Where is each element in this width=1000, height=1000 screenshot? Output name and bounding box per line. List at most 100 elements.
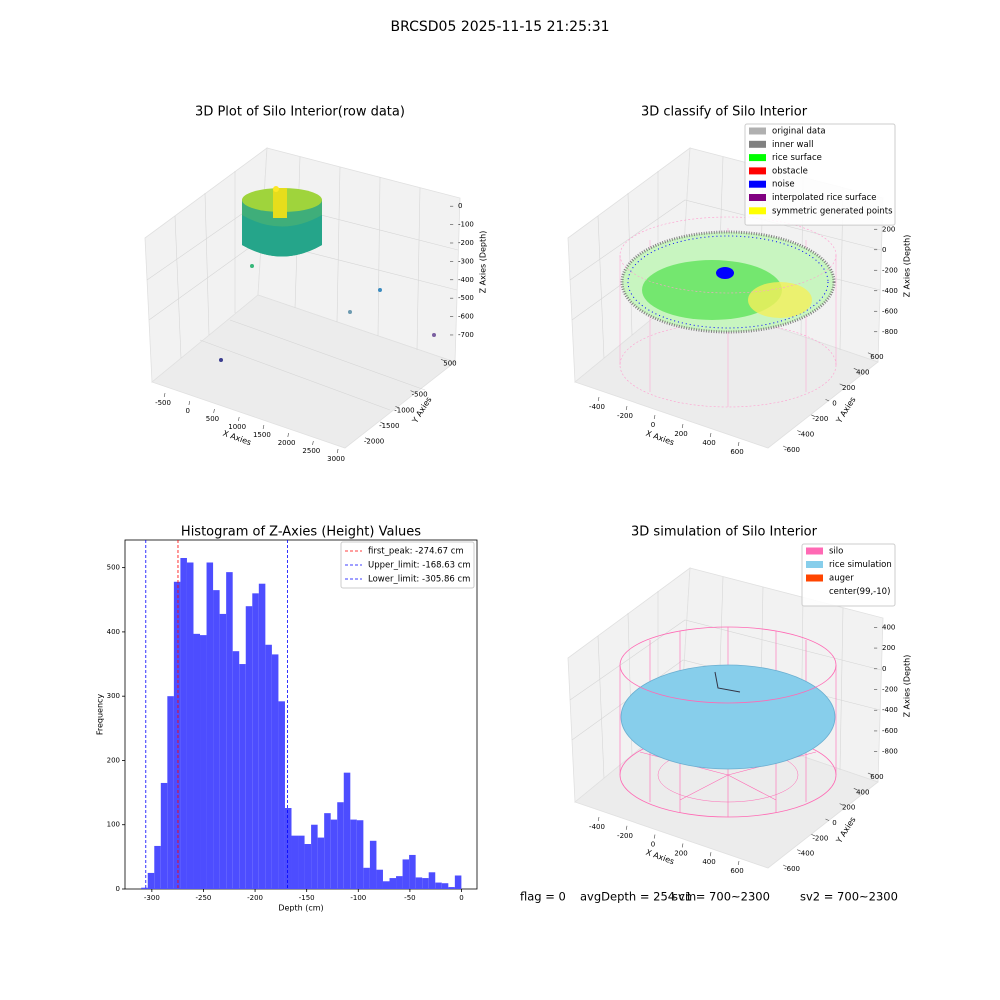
z-tick-label: -400 (458, 276, 474, 284)
tick-mark (597, 396, 600, 402)
legend-label: noise (772, 180, 795, 190)
x-tick-label: -400 (589, 823, 605, 831)
y-tick-label: -1000 (394, 406, 414, 414)
legend-swatch (806, 561, 823, 568)
histogram-bar (213, 590, 220, 889)
histogram-bar (298, 835, 305, 889)
tick-mark (737, 860, 740, 866)
x-tick-label: -500 (155, 399, 171, 407)
tick-mark (312, 440, 314, 446)
z-tick-label: -300 (458, 257, 474, 265)
z-tick-label: -800 (882, 328, 898, 336)
legend-label: obstacle (772, 166, 808, 176)
y-tick-label: -600 (784, 446, 800, 454)
y-axis-label: Frequency (96, 694, 105, 736)
tick-mark (163, 392, 166, 398)
y-tick-label: -500 (412, 391, 428, 399)
x-tick-label: -400 (589, 403, 605, 411)
z-tick-label: -600 (458, 313, 474, 321)
panel-title: 3D Plot of Silo Interior(row data) (195, 105, 405, 120)
z-tick-label: 400 (882, 623, 895, 631)
y-tick-label: 0 (832, 819, 836, 827)
legend-label: silo (829, 547, 843, 557)
legend-label: original data (772, 127, 826, 137)
legend-label: symmetric generated points (772, 206, 893, 216)
histogram-bar (186, 562, 194, 889)
tick-mark (380, 421, 384, 424)
legend-swatch (749, 167, 766, 175)
y-tick-label: 300 (107, 692, 120, 700)
z-tick-label: 0 (458, 202, 462, 210)
histogram-bar (141, 887, 148, 889)
z-tick-label: 0 (882, 665, 886, 673)
histogram-bar (317, 837, 325, 889)
tick-mark (853, 368, 858, 371)
z-tick-label: -100 (458, 221, 474, 229)
histogram-bar (271, 654, 279, 889)
x-tick-label: -100 (350, 894, 366, 902)
z-tick-label: -500 (458, 294, 474, 302)
z-tick-label: -700 (458, 331, 474, 339)
histogram-bar (258, 583, 266, 889)
x-axis-label: X Axies (645, 429, 676, 448)
tick-mark (737, 441, 740, 447)
x-tick-label: 400 (702, 439, 715, 447)
raw-point-cloud (219, 186, 436, 362)
status-text: sv2 = 700~2300 (800, 890, 898, 904)
legend-label: Upper_limit: -168.63 cm (368, 561, 471, 571)
histogram-bar (396, 876, 403, 889)
legend-label: inner wall (772, 140, 813, 150)
y-tick-label: 600 (870, 773, 883, 781)
z-axis-label: Z Axies (Depth) (903, 235, 912, 298)
y-tick-label: 600 (870, 353, 883, 361)
panel-title: Histogram of Z-Axies (Height) Values (181, 525, 421, 540)
y-tick-label: -400 (798, 430, 814, 438)
legend-swatch (749, 180, 766, 188)
y-tick-label: -2000 (364, 438, 384, 446)
histogram-bar (324, 813, 331, 889)
x-tick-label: 500 (206, 415, 219, 423)
histogram-bar (265, 644, 272, 889)
z-axis-label: Z Axies (Depth) (903, 655, 912, 718)
x-axis-label: Depth (cm) (278, 904, 323, 913)
histogram-bar (428, 872, 436, 889)
y-tick-label: -200 (812, 415, 828, 423)
legend-swatch (749, 127, 766, 135)
z-tick-label: -200 (882, 686, 898, 694)
x-tick-label: -200 (617, 832, 633, 840)
y-tick-label: 400 (856, 368, 869, 376)
y-tick-label: -400 (798, 850, 814, 858)
histogram-bar (206, 562, 214, 889)
histogram-bar (284, 808, 292, 889)
status-text: flag = 0 (520, 890, 566, 904)
histogram-bar (409, 854, 416, 889)
histogram-bar (363, 867, 370, 889)
tick-mark (238, 416, 240, 422)
x-tick-label: -50 (404, 894, 415, 902)
legend-box (801, 543, 896, 607)
legend-swatch (749, 140, 766, 148)
x-tick-label: -150 (299, 894, 315, 902)
histogram-bar (389, 878, 397, 889)
tick-mark (839, 383, 844, 386)
histogram-bar (330, 819, 338, 889)
tick-mark (625, 825, 628, 830)
tick-mark (839, 803, 844, 806)
y-axis-label: Y Axies (834, 815, 858, 845)
histogram-bar (291, 835, 299, 889)
histogram-bar (232, 651, 240, 889)
x-tick-label: -250 (196, 894, 212, 902)
y-tick-label: 400 (856, 788, 869, 796)
x-tick-label: -200 (617, 412, 633, 420)
histogram-bar (154, 845, 161, 889)
histogram-bar (415, 877, 423, 889)
x-tick-label: 0 (651, 421, 655, 429)
tick-mark (188, 400, 191, 406)
z-tick-label: -600 (882, 727, 898, 735)
tick-mark (440, 359, 445, 362)
x-tick-label: 0 (459, 894, 463, 902)
histogram-bar (402, 859, 410, 889)
legend-label: auger (829, 574, 854, 584)
legend-swatch (749, 154, 766, 162)
tick-mark (395, 406, 400, 409)
